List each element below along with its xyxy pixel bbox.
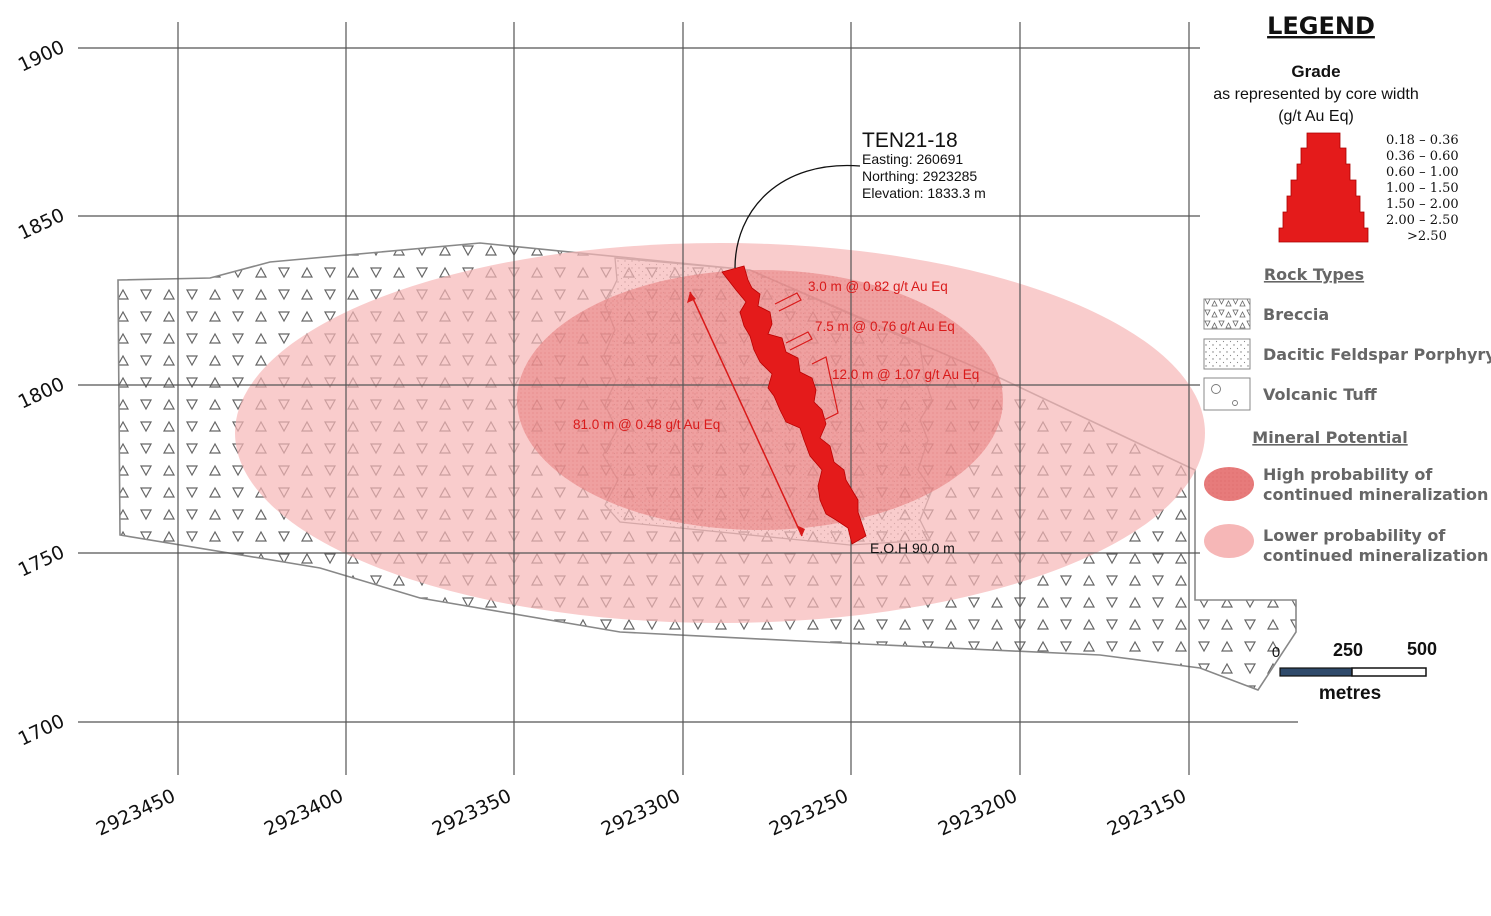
grade-range: 2.00 – 2.50 bbox=[1386, 213, 1459, 228]
drillhole-easting: Easting: 260691 bbox=[862, 151, 963, 167]
scale-segment-empty bbox=[1351, 667, 1427, 677]
grade-range: 1.00 – 1.50 bbox=[1386, 181, 1459, 196]
scale-bar: 0 250 500 metres bbox=[1272, 639, 1437, 704]
end-of-hole-label: E.O.H 90.0 m bbox=[870, 540, 955, 556]
scale-label: 500 bbox=[1407, 639, 1437, 659]
section-grid bbox=[78, 22, 1298, 775]
lower-probability-swatch bbox=[1204, 524, 1254, 558]
drillhole-northing: Northing: 2923285 bbox=[862, 168, 977, 184]
overall-interval-label: 81.0 m @ 0.48 g/t Au Eq bbox=[573, 417, 720, 432]
grade-range-list: 0.18 – 0.36 0.36 – 0.60 0.60 – 1.00 1.00… bbox=[1386, 133, 1459, 244]
legend: LEGEND Grade as represented by core widt… bbox=[1203, 12, 1491, 565]
elevation-tick-label: 1750 bbox=[15, 541, 68, 581]
grade-range: >2.50 bbox=[1407, 229, 1447, 244]
northing-tick-label: 2923400 bbox=[261, 785, 347, 841]
scale-segment-filled bbox=[1279, 667, 1353, 677]
grade-range: 0.36 – 0.60 bbox=[1386, 149, 1459, 164]
northing-tick-label: 2923200 bbox=[935, 785, 1021, 841]
grade-range: 0.18 – 0.36 bbox=[1386, 133, 1459, 148]
mineral-potential-title: Mineral Potential bbox=[1252, 428, 1407, 447]
rock-types-title: Rock Types bbox=[1264, 265, 1364, 284]
grade-range: 1.50 – 2.00 bbox=[1386, 197, 1459, 212]
northing-tick-label: 2923350 bbox=[429, 785, 515, 841]
rock-type-label: Volcanic Tuff bbox=[1263, 385, 1378, 404]
northing-tick-label: 2923250 bbox=[766, 785, 852, 841]
rock-type-label: Dacitic Feldspar Porphyry bbox=[1263, 345, 1491, 364]
tuff-swatch bbox=[1203, 377, 1251, 411]
elevation-tick-label: 1700 bbox=[15, 710, 68, 750]
intercept-label: 7.5 m @ 0.76 g/t Au Eq bbox=[815, 319, 955, 334]
high-probability-label: High probability of bbox=[1263, 465, 1433, 484]
drill-core-trace bbox=[721, 265, 867, 545]
drillhole-elevation: Elevation: 1833.3 m bbox=[862, 185, 986, 201]
tuff-swatch-clast bbox=[1232, 400, 1238, 406]
northing-tick-label: 2923300 bbox=[598, 785, 684, 841]
high-probability-label: continued mineralization bbox=[1263, 485, 1488, 504]
elevation-tick-label: 1850 bbox=[15, 204, 68, 244]
grade-unit: (g/t Au Eq) bbox=[1278, 108, 1354, 125]
scale-unit: metres bbox=[1319, 683, 1381, 704]
breccia-swatch bbox=[1203, 298, 1251, 330]
elevation-tick-label: 1900 bbox=[15, 36, 68, 76]
intercept-label: 12.0 m @ 1.07 g/t Au Eq bbox=[832, 367, 979, 382]
rock-type-label: Breccia bbox=[1263, 305, 1329, 324]
interval-arrow bbox=[687, 291, 805, 537]
collar-callout-line bbox=[734, 164, 861, 269]
northing-tick-label: 2923450 bbox=[93, 785, 179, 841]
scale-label: 0 bbox=[1272, 644, 1280, 661]
grade-subtitle: as represented by core width bbox=[1213, 86, 1418, 103]
intercept-label: 3.0 m @ 0.82 g/t Au Eq bbox=[808, 279, 948, 294]
tuff-swatch-clast bbox=[1211, 384, 1221, 394]
legend-title: LEGEND bbox=[1267, 12, 1375, 40]
intercept-brackets bbox=[774, 292, 839, 421]
lower-probability-label: Lower probability of bbox=[1263, 526, 1446, 545]
elevation-axis: 1900 1850 1800 1750 1700 bbox=[15, 36, 68, 750]
lower-probability-label: continued mineralization bbox=[1263, 546, 1488, 565]
grade-title: Grade bbox=[1291, 62, 1340, 81]
northing-axis: 2923450 2923400 2923350 2923300 2923250 29232… bbox=[93, 785, 1190, 841]
porphyry-swatch bbox=[1203, 338, 1251, 370]
scale-label: 250 bbox=[1333, 640, 1363, 660]
grade-width-icon bbox=[1278, 132, 1369, 243]
high-probability-texture bbox=[517, 270, 1003, 530]
grade-range: 0.60 – 1.00 bbox=[1386, 165, 1459, 180]
drillhole-name: TEN21-18 bbox=[862, 129, 958, 152]
high-probability-swatch-texture bbox=[1204, 467, 1254, 501]
northing-tick-label: 2923150 bbox=[1104, 785, 1190, 841]
elevation-tick-label: 1800 bbox=[15, 373, 68, 413]
